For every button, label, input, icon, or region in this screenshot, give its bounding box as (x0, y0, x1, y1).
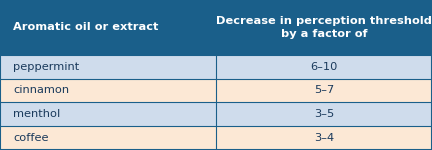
Text: Decrease in perception threshold
by a factor of: Decrease in perception threshold by a fa… (216, 16, 432, 39)
Text: Aromatic oil or extract: Aromatic oil or extract (13, 22, 159, 32)
Bar (0, 102, 432, 126)
Text: 5–7: 5–7 (314, 85, 334, 95)
Text: cinnamon: cinnamon (13, 85, 69, 95)
Bar (0, 126, 432, 150)
Text: coffee: coffee (13, 133, 48, 143)
Text: 6–10: 6–10 (310, 62, 338, 72)
Text: menthol: menthol (13, 109, 60, 119)
Text: peppermint: peppermint (13, 62, 79, 72)
Text: 3–4: 3–4 (314, 133, 334, 143)
Bar (0, 79, 432, 102)
Text: 3–5: 3–5 (314, 109, 334, 119)
Bar (0, 55, 432, 79)
Bar (0, 0, 432, 55)
